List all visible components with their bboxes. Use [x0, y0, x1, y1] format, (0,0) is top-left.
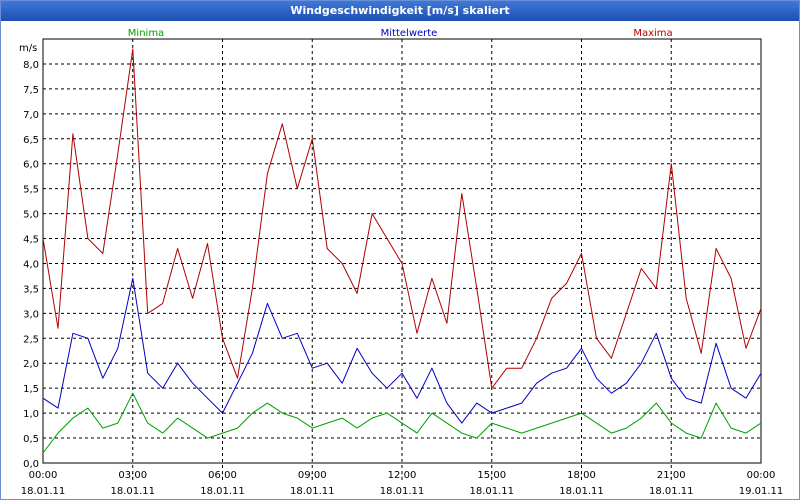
x-tick-time: 15:00	[477, 470, 506, 481]
x-tick-date: 18.01.11	[290, 486, 335, 497]
x-tick-date: 18.01.11	[21, 486, 66, 497]
y-tick-label: 3,0	[23, 309, 39, 320]
y-tick-label: 4,5	[23, 235, 39, 246]
x-tick-time: 03:00	[118, 470, 147, 481]
y-tick-label: 0,5	[23, 434, 39, 445]
y-tick-label: 6,0	[23, 160, 39, 171]
x-tick-time: 21:00	[657, 470, 686, 481]
chart: 0,0 0,5 1,0 1,5 2,0 2,5 3,0 3,5 4,0 4,5 5,0 5,5 6,0 6…	[19, 28, 784, 497]
y-tick-label: 1,5	[23, 384, 39, 395]
plot-frame	[42, 38, 762, 464]
y-tick-label: 6,5	[23, 135, 39, 146]
y-tick-label: 7,5	[23, 85, 39, 96]
legend: Minima Mittelwerte Maxima	[128, 28, 673, 39]
series	[42, 48, 762, 454]
legend-mittelwerte: Mittelwerte	[381, 28, 438, 39]
x-tick-time: 18:00	[567, 470, 596, 481]
y-tick-label: 1,0	[23, 409, 39, 420]
y-tick-label: 3,5	[23, 284, 39, 295]
x-tick-date: 18.01.11	[110, 486, 155, 497]
x-tick-date: 18.01.11	[469, 486, 514, 497]
axes: 0,0 0,5 1,0 1,5 2,0 2,5 3,0 3,5 4,0 4,5 5,0 5,5 6,0 6…	[19, 38, 784, 497]
y-tick-label: 0,0	[23, 459, 39, 470]
x-tick-date: 18.01.11	[649, 486, 694, 497]
x-tick-time: 00:00	[747, 470, 776, 481]
series-line-maxima	[42, 48, 762, 389]
y-tick-label: 5,5	[23, 185, 39, 196]
y-tick-label: 5,0	[23, 210, 39, 221]
x-tick-time: 06:00	[208, 470, 237, 481]
grid	[43, 39, 761, 481]
y-tick-label: 2,5	[23, 334, 39, 345]
legend-maxima: Maxima	[633, 28, 672, 39]
y-tick-label: 8,0	[23, 60, 39, 71]
x-tick-time: 09:00	[298, 470, 327, 481]
window-title: Windgeschwindigkeit [m/s] skaliert	[1, 1, 799, 21]
series-line-minima	[42, 392, 762, 454]
legend-minima: Minima	[128, 28, 164, 39]
y-tick-label: 2,0	[23, 359, 39, 370]
x-tick-date: 18.01.11	[380, 486, 425, 497]
x-tick-date: 18.01.11	[200, 486, 245, 497]
y-tick-label: 7,0	[23, 110, 39, 121]
x-tick-time: 12:00	[388, 470, 417, 481]
series-line-mittelwerte	[42, 277, 762, 424]
x-tick-date: 18.01.11	[559, 486, 604, 497]
x-tick-time: 00:00	[29, 470, 58, 481]
x-tick-date: 19.01.11	[739, 486, 784, 497]
y-axis-label: m/s	[19, 43, 37, 54]
y-tick-label: 4,0	[23, 259, 39, 270]
